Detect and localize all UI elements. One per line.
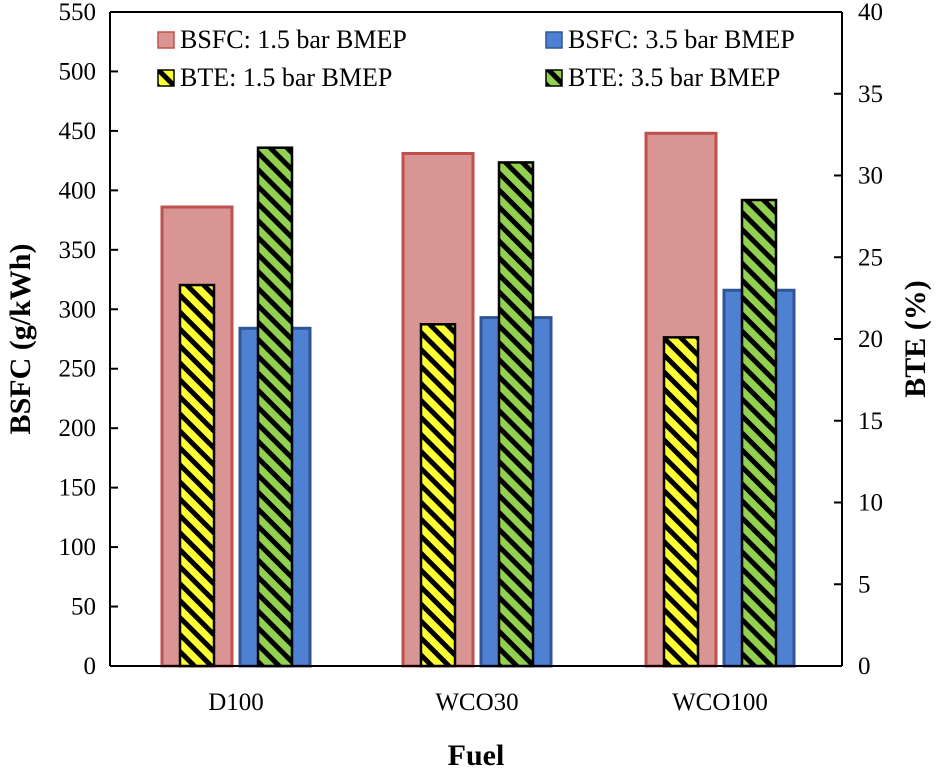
- y2-tick-label: 10: [858, 490, 883, 517]
- y-tick-label: 150: [59, 475, 97, 502]
- y-tick-label: 300: [59, 296, 97, 323]
- bar-bte-3-5-wco100: [740, 198, 778, 668]
- y2-axis-title: BTE (%): [899, 280, 932, 398]
- y-tick-label: 500: [59, 58, 97, 85]
- y-tick-label: 550: [59, 0, 97, 26]
- y2-tick-label: 0: [858, 653, 871, 680]
- y-tick-label: 100: [59, 534, 97, 561]
- y2-tick-label: 20: [858, 326, 883, 353]
- bar-bte-1-5-wco30: [419, 323, 457, 668]
- y-tick-label: 50: [71, 594, 96, 621]
- y-tick-label: 250: [59, 356, 97, 383]
- y-tick-label: 450: [59, 118, 97, 145]
- legend-swatch-bsfc-1-5: [157, 31, 175, 49]
- y2-tick-label: 5: [858, 571, 871, 598]
- legend-swatch-bte-1-5: [157, 69, 175, 87]
- legend-label-bsfc-1-5: BSFC: 1.5 bar BMEP: [180, 25, 407, 54]
- y-tick-label: 0: [84, 653, 97, 680]
- bar-bte-1-5-d100: [178, 283, 216, 668]
- y2-tick-label: 25: [858, 244, 883, 271]
- legend: BSFC: 1.5 bar BMEP BSFC: 3.5 bar BMEP BT…: [157, 25, 795, 92]
- bar-bte-1-5-wco100: [662, 336, 700, 668]
- y-axis-title: BSFC (g/kWh): [4, 244, 37, 435]
- x-tick-label-wco30: WCO30: [435, 689, 518, 716]
- y-tick-label: 200: [59, 415, 97, 442]
- y2-tick-label: 30: [858, 163, 883, 190]
- y2-tick-label: 40: [858, 0, 883, 26]
- bar-bte-3-5-d100: [256, 146, 294, 668]
- ticks-layer: D100 WCO30 WCO1000501001502002503003504004…: [59, 0, 884, 716]
- y2-tick-label: 35: [858, 81, 883, 108]
- x-tick-label-wco100: WCO100: [672, 689, 768, 716]
- legend-label-bte-3-5: BTE: 3.5 bar BMEP: [568, 63, 780, 92]
- y2-tick-label: 15: [858, 408, 883, 435]
- legend-label-bte-1-5: BTE: 1.5 bar BMEP: [180, 63, 392, 92]
- legend-swatch-bsfc-3-5: [545, 31, 563, 49]
- bar-bte-3-5-wco30: [497, 161, 535, 668]
- y-tick-label: 350: [59, 237, 97, 264]
- legend-label-bsfc-3-5: BSFC: 3.5 bar BMEP: [568, 25, 795, 54]
- x-tick-label-d100: D100: [208, 689, 264, 716]
- bars-layer: [160, 131, 796, 668]
- legend-swatch-bte-3-5: [545, 69, 563, 87]
- y-tick-label: 400: [59, 177, 97, 204]
- x-axis-title: Fuel: [448, 739, 505, 769]
